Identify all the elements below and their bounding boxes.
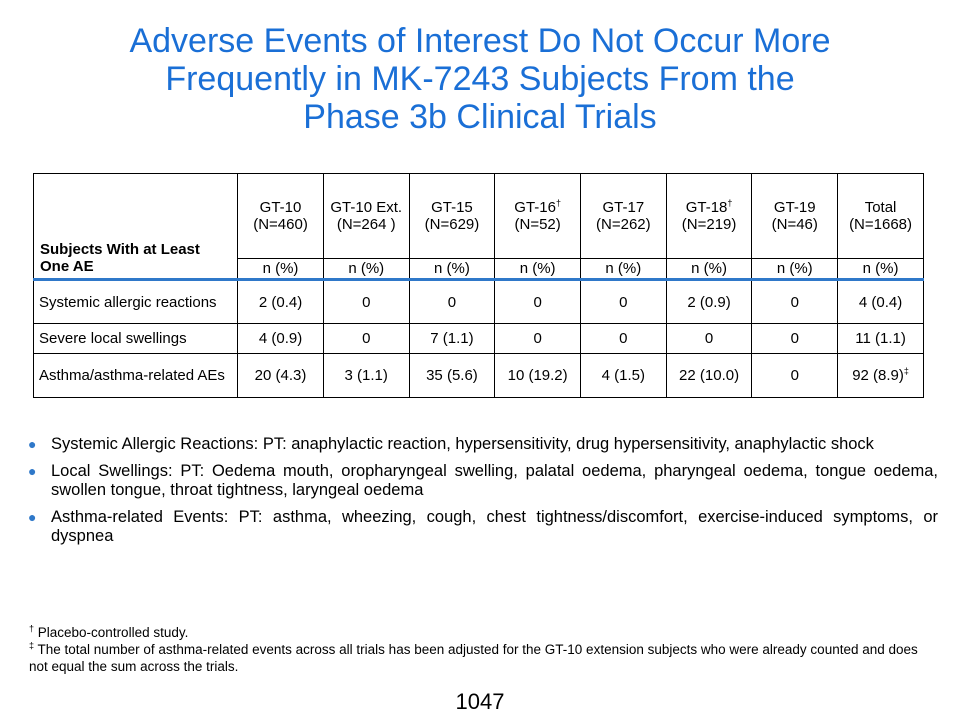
column-header: GT-16† (N=52) xyxy=(494,173,581,259)
table-cell: 0 xyxy=(751,278,839,324)
table-header-row: Subjects With at Least One AE GT-10 (N=46… xyxy=(32,173,924,280)
subheader-cell: n (%) xyxy=(494,258,581,280)
title-line: Phase 3b Clinical Trials xyxy=(303,98,657,136)
definitions-list: ● Systemic Allergic Reactions: PT: anaphy… xyxy=(28,435,938,554)
adverse-events-table: Subjects With at Least One AE GT-10 (N=46… xyxy=(32,173,924,398)
table-cell: 3 (1.1) xyxy=(322,353,410,398)
table-cell: 2 (0.4) xyxy=(237,278,324,324)
footnote: ‡ The total number of asthma-related eve… xyxy=(29,640,918,674)
column-header: GT-10 (N=460) xyxy=(237,173,324,259)
bullet-icon: ● xyxy=(28,463,37,479)
table-cell: 0 xyxy=(665,323,753,354)
table-cell: 20 (4.3) xyxy=(237,353,324,398)
bullet-icon: ● xyxy=(28,436,37,452)
column-header: GT-18† (N=219) xyxy=(665,173,753,259)
column-header: Total (N=1668) xyxy=(837,173,924,259)
corner-label: Subjects With at Least One AE xyxy=(32,173,239,280)
table-cell: 0 xyxy=(579,278,667,324)
table-row: Systemic allergic reactions 2 (0.4) 0 0 … xyxy=(32,278,924,324)
slide-title: Adverse Events of Interest Do Not Occur … xyxy=(0,22,960,136)
subheader-cell: n (%) xyxy=(408,258,496,280)
column-header: GT-17 (N=262) xyxy=(579,173,667,259)
subheader-cell: n (%) xyxy=(665,258,753,280)
column-header: GT-15 (N=629) xyxy=(408,173,496,259)
table-row: Severe local swellings 4 (0.9) 0 7 (1.1)… xyxy=(32,323,924,354)
footnotes: † Placebo-controlled study. ‡ The total … xyxy=(29,624,929,675)
table-cell: 2 (0.9) xyxy=(665,278,753,324)
table-cell: 92 (8.9)‡ xyxy=(837,353,924,398)
table-cell: 4 (0.9) xyxy=(237,323,324,354)
table-cell: 0 xyxy=(494,278,581,324)
footnote: † Placebo-controlled study. xyxy=(29,623,189,640)
table-row: Asthma/asthma-related AEs 20 (4.3) 3 (1.… xyxy=(32,353,924,398)
table-cell: 35 (5.6) xyxy=(408,353,496,398)
title-line: Frequently in MK-7243 Subjects From the xyxy=(165,60,795,98)
table-cell: 0 xyxy=(408,278,496,324)
table-cell: 0 xyxy=(579,323,667,354)
column-header: GT-10 Ext. (N=264 ) xyxy=(322,173,410,259)
table-cell: 0 xyxy=(322,278,410,324)
table-cell: 4 (1.5) xyxy=(579,353,667,398)
title-line: Adverse Events of Interest Do Not Occur … xyxy=(129,22,831,60)
table-cell: 7 (1.1) xyxy=(408,323,496,354)
row-label: Severe local swellings xyxy=(32,323,239,354)
bullet-icon: ● xyxy=(28,509,37,525)
table-cell: 0 xyxy=(322,323,410,354)
row-label: Systemic allergic reactions xyxy=(32,278,239,324)
table-cell: 0 xyxy=(751,353,839,398)
table-cell: 0 xyxy=(751,323,839,354)
subheader-cell: n (%) xyxy=(322,258,410,280)
list-item: ● Asthma-related Events: PT: asthma, whee… xyxy=(28,508,938,545)
table-subheader-row: n (%) n (%) n (%) n (%) n (%) n (%) n (%… xyxy=(34,258,924,280)
table-cell: 10 (19.2) xyxy=(494,353,581,398)
subheader-cell: n (%) xyxy=(237,258,324,280)
table-cell: 0 xyxy=(494,323,581,354)
list-item: ● Systemic Allergic Reactions: PT: anaphy… xyxy=(28,435,874,453)
subheader-cell: n (%) xyxy=(751,258,839,280)
row-label: Asthma/asthma-related AEs xyxy=(32,353,239,398)
column-header: GT-19 (N=46) xyxy=(751,173,839,259)
page-number: 1047 xyxy=(455,689,505,714)
table-cell: 11 (1.1) xyxy=(837,323,924,354)
table-cell: 4 (0.4) xyxy=(837,278,924,324)
list-item: ● Local Swellings: PT: Oedema mouth, orop… xyxy=(28,462,938,499)
table-cell: 22 (10.0) xyxy=(665,353,753,398)
subheader-cell: n (%) xyxy=(579,258,667,280)
subheader-cell: n (%) xyxy=(837,258,924,280)
